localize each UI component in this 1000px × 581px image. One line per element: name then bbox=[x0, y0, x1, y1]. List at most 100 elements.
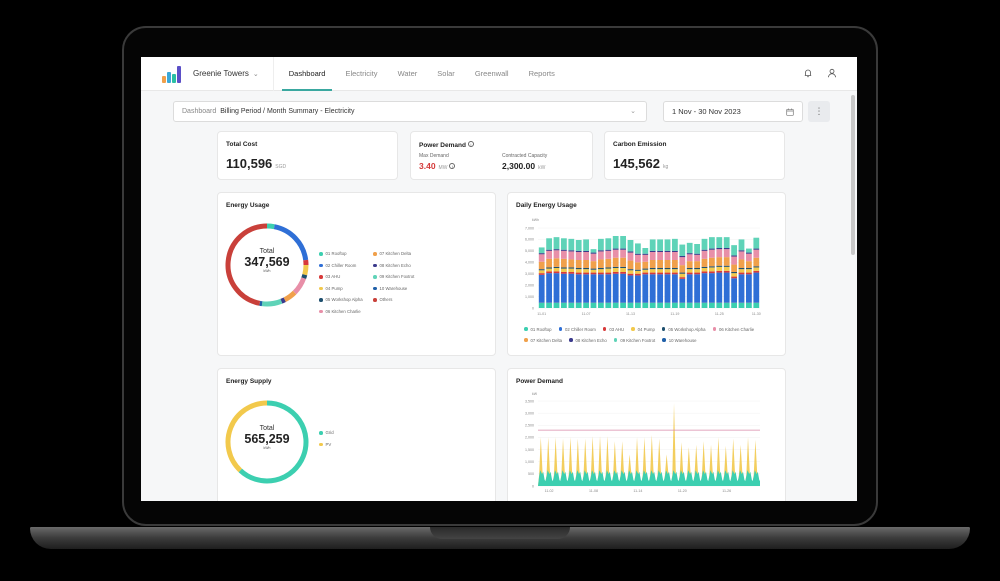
legend-item[interactable]: 08 Kitchen Echo bbox=[373, 260, 414, 272]
legend-item[interactable]: 01 Rooftop bbox=[319, 248, 363, 260]
legend-label: 10 Warehouse bbox=[668, 337, 697, 343]
legend-item[interactable]: Others bbox=[373, 294, 414, 306]
legend-item[interactable]: 03 AHU bbox=[319, 271, 363, 283]
daily-energy-stacked-bar-chart[interactable]: kWh 0 1,000 2,000 3,000 4,000 5,000 6,000 7,000 1… bbox=[508, 213, 787, 323]
tab-greenwall[interactable]: Greenwall bbox=[474, 69, 509, 78]
contracted-capacity-label: Contracted Capacity bbox=[502, 153, 548, 159]
legend-item[interactable]: PV bbox=[319, 439, 334, 451]
legend-item[interactable]: 07 Kitchen Delta bbox=[524, 337, 562, 343]
legend-dot-icon bbox=[373, 263, 377, 267]
property-selector[interactable]: Greenie Towers ⌄ bbox=[193, 57, 274, 91]
tab-water[interactable]: Water bbox=[397, 69, 418, 78]
legend-label: 10 Warehouse bbox=[379, 285, 408, 291]
legend-item[interactable]: 01 Rooftop bbox=[524, 326, 552, 332]
card-title: Total Cost bbox=[226, 141, 258, 148]
legend-item[interactable]: 05 Workshop Alpha bbox=[319, 294, 363, 306]
legend-item[interactable]: 06 Kitchen Charlie bbox=[319, 306, 363, 318]
legend-item[interactable]: 09 Kitchen Foxtrot bbox=[373, 271, 414, 283]
legend-label: 08 Kitchen Echo bbox=[575, 337, 607, 343]
svg-text:2,000: 2,000 bbox=[525, 283, 534, 287]
legend-item[interactable]: 05 Workshop Alpha bbox=[661, 326, 706, 332]
energy-usage-legend-col2: 07 Kitchen Delta 08 Kitchen Echo 09 Kitche… bbox=[373, 248, 414, 306]
legend-dot-icon bbox=[319, 442, 323, 446]
svg-text:kWh: kWh bbox=[532, 218, 539, 222]
svg-text:1,000: 1,000 bbox=[525, 295, 534, 299]
legend-label: Grid bbox=[325, 430, 334, 436]
donut-total-unit: kWh bbox=[263, 269, 271, 273]
legend-item[interactable]: Grid bbox=[319, 427, 334, 439]
legend-item[interactable]: 03 AHU bbox=[602, 326, 624, 332]
svg-text:6,000: 6,000 bbox=[525, 238, 534, 242]
donut-segment bbox=[301, 274, 308, 280]
power-demand-chart-card: Power Demand kW 0 500 1,000 1,500 2,000 2,500 3… bbox=[507, 368, 786, 501]
legend-item[interactable]: 09 Kitchen Foxtrot bbox=[613, 337, 656, 343]
legend-label: 04 Pump bbox=[325, 285, 343, 291]
card-title: Power Demand bbox=[516, 378, 563, 385]
card-title: Daily Energy Usage bbox=[516, 202, 577, 209]
tab-electricity[interactable]: Electricity bbox=[345, 69, 378, 78]
legend-item[interactable]: 04 Pump bbox=[631, 326, 655, 332]
svg-text:11-30: 11-30 bbox=[752, 312, 761, 316]
legend-dot-icon bbox=[558, 327, 563, 331]
donut-segment bbox=[280, 297, 286, 304]
total-cost-value: 110,596 SGD bbox=[226, 156, 287, 171]
more-options-button[interactable]: ⋮ bbox=[808, 101, 830, 122]
svg-text:5,000: 5,000 bbox=[525, 249, 534, 253]
app-logo-icon[interactable] bbox=[162, 65, 182, 83]
donut-segment bbox=[292, 277, 307, 295]
carbon-emission-value: 145,562 kg bbox=[613, 156, 669, 171]
legend-label: 07 Kitchen Delta bbox=[530, 337, 563, 343]
user-icon[interactable] bbox=[827, 68, 837, 78]
tab-reports[interactable]: Reports bbox=[528, 69, 555, 78]
legend-dot-icon bbox=[602, 327, 607, 331]
donut-total-label: Total bbox=[259, 248, 275, 255]
date-range-value: 1 Nov - 30 Nov 2023 bbox=[672, 107, 741, 116]
svg-text:500: 500 bbox=[528, 472, 534, 476]
legend-item[interactable]: 07 Kitchen Delta bbox=[373, 248, 414, 260]
svg-text:11-08: 11-08 bbox=[589, 489, 598, 493]
legend-dot-icon bbox=[661, 327, 666, 331]
legend-item[interactable]: 02 Chiller Room bbox=[319, 260, 363, 272]
chevron-down-icon: ⌄ bbox=[252, 70, 259, 78]
page-scrollbar[interactable] bbox=[851, 95, 855, 255]
legend-label: Others bbox=[379, 297, 393, 303]
info-icon[interactable]: i bbox=[449, 163, 456, 169]
legend-item[interactable]: 02 Chiller Room bbox=[558, 326, 596, 332]
info-icon[interactable]: i bbox=[467, 141, 474, 147]
filter-value: Billing Period / Month Summary - Electri… bbox=[220, 108, 355, 115]
power-demand-area-chart[interactable]: kW 0 500 1,000 1,500 2,000 2,500 3,000 3,500 11-0… bbox=[508, 389, 787, 499]
legend-dot-icon bbox=[524, 338, 528, 342]
legend-dot-icon bbox=[662, 338, 666, 342]
legend-label: 02 Chiller Room bbox=[565, 326, 596, 332]
legend-dot-icon bbox=[631, 327, 635, 331]
legend-dot-icon bbox=[373, 275, 377, 279]
legend-item[interactable]: 06 Kitchen Charlie bbox=[712, 326, 754, 332]
legend-dot-icon bbox=[319, 252, 323, 256]
legend-label: 01 Rooftop bbox=[325, 251, 347, 257]
legend-label: 04 Pump bbox=[637, 326, 655, 332]
dashboard-filter-select[interactable]: Dashboard Billing Period / Month Summary… bbox=[173, 101, 647, 122]
legend-item[interactable]: 10 Warehouse bbox=[373, 283, 414, 295]
legend-item[interactable]: 10 Warehouse bbox=[662, 337, 697, 343]
legend-dot-icon bbox=[319, 275, 323, 279]
tab-solar[interactable]: Solar bbox=[437, 69, 455, 78]
svg-text:11-26: 11-26 bbox=[722, 489, 731, 493]
donut-total-unit: kWh bbox=[263, 446, 271, 450]
legend-item[interactable]: 08 Kitchen Echo bbox=[569, 337, 607, 343]
card-title: Energy Usage bbox=[226, 202, 270, 209]
legend-item[interactable]: 04 Pump bbox=[319, 283, 363, 295]
bell-icon[interactable] bbox=[803, 68, 813, 78]
svg-text:2,000: 2,000 bbox=[525, 436, 534, 440]
legend-label: 01 Rooftop bbox=[530, 326, 552, 332]
energy-usage-donut[interactable]: Total 347,569 kWh bbox=[224, 222, 310, 308]
tab-dashboard[interactable]: Dashboard bbox=[281, 57, 333, 91]
calendar-icon bbox=[786, 108, 794, 116]
legend-dot-icon bbox=[319, 431, 323, 435]
energy-supply-donut[interactable]: Total 565,259 kWh bbox=[224, 399, 310, 485]
date-range-picker[interactable]: 1 Nov - 30 Nov 2023 bbox=[663, 101, 803, 122]
svg-text:0: 0 bbox=[532, 306, 534, 310]
donut-total-value: 347,569 bbox=[244, 255, 290, 269]
donut-segment bbox=[283, 290, 297, 302]
legend-label: 03 AHU bbox=[325, 274, 341, 280]
legend-label: 09 Kitchen Foxtrot bbox=[620, 337, 656, 343]
